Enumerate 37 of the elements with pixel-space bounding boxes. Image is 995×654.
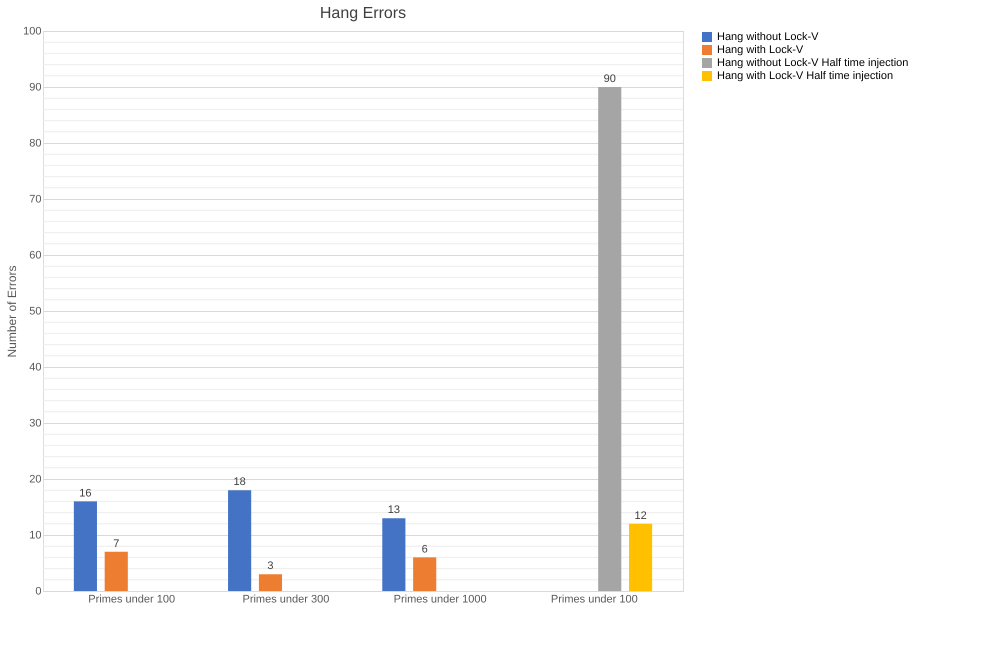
bar bbox=[104, 552, 128, 591]
y-tick-label: 40 bbox=[29, 362, 42, 374]
y-tick-label: 30 bbox=[29, 418, 42, 430]
y-tick-label: 60 bbox=[29, 250, 42, 262]
data-label: 6 bbox=[422, 543, 428, 556]
data-label: 12 bbox=[634, 510, 647, 522]
y-tick-label: 80 bbox=[29, 138, 42, 150]
x-tick-label: Primes under 300 bbox=[242, 594, 330, 606]
y-tick-label: 10 bbox=[29, 530, 42, 542]
data-label: 18 bbox=[234, 476, 246, 488]
data-label: 3 bbox=[267, 560, 274, 572]
x-tick-label: Primes under 100 bbox=[88, 594, 176, 606]
legend-label: Hang with Lock-V bbox=[717, 44, 804, 56]
bar bbox=[413, 557, 436, 591]
bar bbox=[382, 518, 406, 591]
y-tick-label: 50 bbox=[29, 306, 42, 318]
data-label: 16 bbox=[79, 487, 92, 500]
data-label: 90 bbox=[604, 73, 616, 85]
bar bbox=[228, 490, 252, 591]
y-axis-title: Number of Errors bbox=[5, 265, 20, 358]
chart-title: Hang Errors bbox=[320, 5, 406, 22]
bar bbox=[598, 87, 622, 591]
y-tick-label: 0 bbox=[35, 586, 42, 598]
data-label: 7 bbox=[113, 538, 120, 550]
y-tick-label: 20 bbox=[29, 474, 42, 486]
legend-label: Hang without Lock-V bbox=[717, 31, 820, 43]
bar bbox=[258, 574, 282, 591]
x-tick-label: Primes under 100 bbox=[550, 594, 638, 606]
y-tick-label: 90 bbox=[29, 82, 42, 94]
bar bbox=[74, 501, 97, 591]
legend-label: Hang with Lock-V Half time injection bbox=[717, 70, 894, 82]
legend-label: Hang without Lock-V Half time injection bbox=[717, 57, 908, 69]
x-tick-label: Primes under 1000 bbox=[394, 594, 487, 606]
y-tick-label: 100 bbox=[23, 26, 42, 38]
data-label: 13 bbox=[388, 504, 400, 516]
y-tick-label: 70 bbox=[29, 194, 42, 206]
bar bbox=[629, 524, 652, 591]
